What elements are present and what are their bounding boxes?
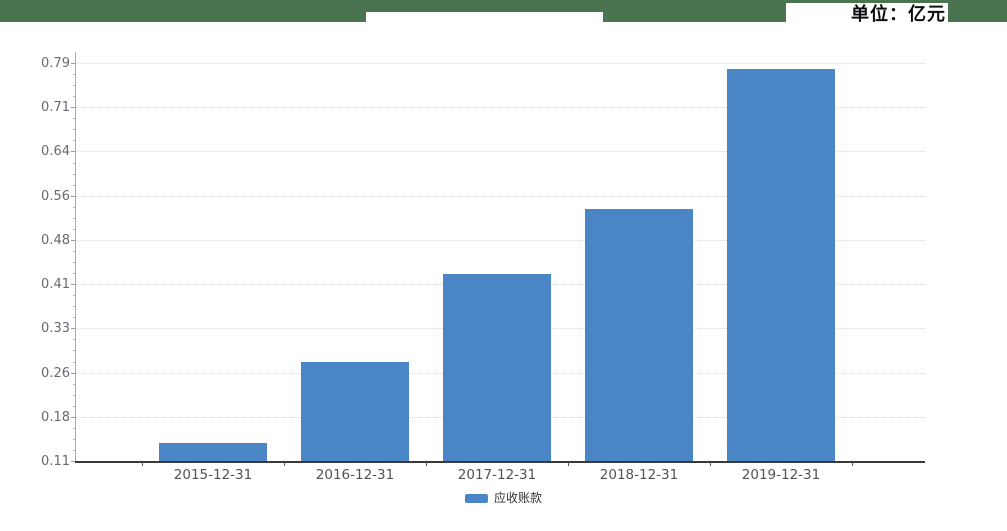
y-axis-minor-tick — [73, 229, 76, 230]
y-axis-tick — [71, 107, 76, 108]
bar-2017-12-31 — [443, 274, 551, 461]
y-tick-label: 0.48 — [41, 233, 70, 248]
unit-label: 单位：亿元 — [851, 4, 946, 25]
y-axis-minor-tick — [73, 406, 76, 407]
y-axis-tick — [71, 151, 76, 152]
x-tick-label: 2018-12-31 — [599, 467, 679, 483]
y-axis-minor-tick — [73, 96, 76, 97]
x-axis-tick — [568, 462, 569, 466]
y-axis-minor-tick — [73, 362, 76, 363]
y-axis-tick — [71, 240, 76, 241]
y-axis-tick — [71, 373, 76, 374]
y-tick-label: 0.41 — [41, 277, 70, 292]
y-axis-minor-tick — [73, 185, 76, 186]
y-axis-minor-tick — [73, 295, 76, 296]
y-axis-minor-tick — [73, 350, 76, 351]
y-axis-minor-tick — [73, 207, 76, 208]
title-bar: 单位：亿元 — [0, 0, 1007, 25]
x-axis-tick — [142, 462, 143, 466]
y-axis-minor-tick — [73, 218, 76, 219]
y-axis-tick — [71, 328, 76, 329]
y-axis-minor-tick — [73, 306, 76, 307]
legend-swatch-icon — [464, 493, 488, 503]
x-axis-tick — [426, 462, 427, 466]
y-gridline — [75, 196, 925, 197]
y-axis-minor-tick — [73, 85, 76, 86]
legend-item[interactable]: 应收账款 — [0, 489, 1007, 507]
legend-label: 应收账款 — [493, 491, 542, 505]
y-axis-minor-tick — [73, 339, 76, 340]
x-tick-label: 2015-12-31 — [173, 467, 253, 483]
y-gridline — [75, 107, 925, 108]
unit-box: 单位：亿元 — [786, 3, 948, 25]
x-axis-tick — [284, 462, 285, 466]
y-axis-minor-tick — [73, 129, 76, 130]
y-tick-label: 0.26 — [41, 366, 70, 381]
bar-2016-12-31 — [301, 362, 409, 461]
y-tick-label: 0.79 — [41, 56, 70, 71]
x-axis-tick — [852, 462, 853, 466]
y-tick-label: 0.18 — [41, 410, 70, 425]
y-axis-minor-tick — [73, 395, 76, 396]
y-tick-label: 0.33 — [41, 321, 70, 336]
y-axis-line — [75, 52, 76, 461]
y-axis-minor-tick — [73, 384, 76, 385]
y-tick-label: 0.56 — [41, 189, 70, 204]
x-axis-tick — [710, 462, 711, 466]
y-axis-minor-tick — [73, 439, 76, 440]
bar-2019-12-31 — [727, 69, 835, 461]
y-tick-label: 0.71 — [41, 100, 70, 115]
y-axis-minor-tick — [73, 118, 76, 119]
y-axis-minor-tick — [73, 140, 76, 141]
y-axis-minor-tick — [73, 262, 76, 263]
y-axis-minor-tick — [73, 74, 76, 75]
y-gridline — [75, 151, 925, 152]
y-axis-tick — [71, 284, 76, 285]
y-axis-minor-tick — [73, 428, 76, 429]
y-axis-tick — [71, 417, 76, 418]
redaction-box — [366, 12, 603, 22]
y-axis-minor-tick — [73, 251, 76, 252]
y-gridline — [75, 240, 925, 241]
y-axis-minor-tick — [73, 450, 76, 451]
x-tick-label: 2016-12-31 — [315, 467, 395, 483]
y-tick-label: 0.64 — [41, 144, 70, 159]
x-axis-line — [75, 461, 925, 463]
y-axis-tick — [71, 461, 76, 462]
y-gridline — [75, 63, 925, 64]
bar-2015-12-31 — [159, 443, 267, 461]
x-tick-label: 2019-12-31 — [741, 467, 821, 483]
y-tick-label: 0.11 — [41, 454, 70, 469]
y-axis-tick — [71, 63, 76, 64]
x-tick-label: 2017-12-31 — [457, 467, 537, 483]
bar-2018-12-31 — [585, 209, 693, 461]
y-axis-minor-tick — [73, 174, 76, 175]
y-axis-minor-tick — [73, 317, 76, 318]
y-axis-tick — [71, 196, 76, 197]
y-axis-minor-tick — [73, 163, 76, 164]
y-axis-minor-tick — [73, 273, 76, 274]
